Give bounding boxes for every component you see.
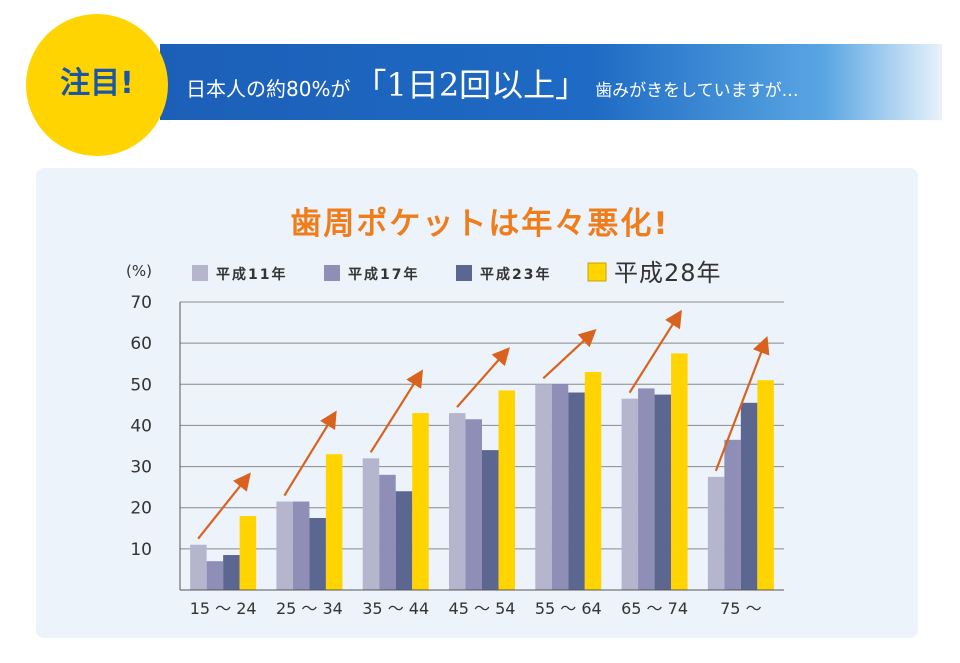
- trend-arrow: [714, 336, 770, 472]
- trend-arrow: [197, 472, 251, 540]
- bar: [535, 384, 552, 590]
- x-tick-label: 75 〜: [720, 599, 761, 618]
- trend-arrow: [283, 410, 337, 497]
- bar: [276, 501, 293, 590]
- badge-label: 注目!: [60, 66, 134, 101]
- legend-swatch: [192, 265, 208, 281]
- bar: [638, 388, 655, 590]
- bar: [568, 392, 585, 590]
- bar: [412, 413, 429, 590]
- y-tick-label: 70: [130, 293, 152, 313]
- bar: [757, 380, 774, 590]
- headline-prefix: 日本人の約80%が: [186, 77, 351, 101]
- trend-arrow: [456, 347, 510, 408]
- headline-suffix: 歯みがきをしていますが…: [595, 81, 799, 101]
- bar: [498, 390, 515, 590]
- y-tick-label: 20: [130, 499, 152, 519]
- y-axis-unit-label: (%): [126, 262, 152, 280]
- y-tick-label: 50: [130, 375, 152, 395]
- headline: 日本人の約80%が 「1日2回以上」 歯みがきをしていますが…: [186, 60, 799, 104]
- bar: [740, 402, 758, 590]
- bar: [223, 555, 240, 590]
- bar: [621, 398, 639, 590]
- trend-arrow: [628, 309, 682, 394]
- bar: [654, 394, 672, 590]
- y-tick-label: 40: [130, 416, 152, 436]
- bar: [724, 439, 741, 590]
- bar: [465, 419, 482, 590]
- bar: [325, 454, 343, 590]
- x-tick-label: 65 〜 74: [621, 599, 688, 618]
- bar: [584, 371, 602, 590]
- headline-emphasis: 「1日2回以上」: [354, 66, 588, 104]
- bar: [206, 561, 224, 590]
- legend-swatch: [324, 265, 340, 281]
- bar: [707, 476, 725, 590]
- bar: [190, 544, 207, 590]
- legend-label: 平成28年: [614, 259, 722, 287]
- bar: [449, 413, 466, 590]
- legend-swatch: [587, 262, 607, 282]
- x-tick-label: 25 〜 34: [276, 599, 343, 618]
- trend-arrow: [542, 328, 597, 380]
- bar: [362, 458, 380, 590]
- attention-badge: 注目!: [26, 14, 168, 156]
- bar: [309, 518, 326, 590]
- headline-banner: [160, 44, 942, 120]
- x-tick-label: 45 〜 54: [449, 599, 516, 618]
- legend-label: 平成17年: [348, 266, 419, 283]
- bar: [395, 491, 413, 590]
- bar: [671, 353, 688, 590]
- x-tick-label: 15 〜 24: [190, 599, 257, 618]
- bar: [379, 474, 396, 590]
- bar: [482, 450, 499, 590]
- x-tick-label: 55 〜 64: [535, 599, 602, 618]
- trend-arrow: [369, 369, 424, 453]
- y-tick-label: 60: [130, 334, 152, 354]
- bar: [551, 384, 569, 590]
- bar: [239, 515, 257, 590]
- bar: [292, 501, 310, 590]
- x-tick-label: 35 〜 44: [362, 599, 429, 618]
- chart-title: 歯周ポケットは年々悪化!: [290, 206, 670, 242]
- y-tick-label: 10: [130, 540, 152, 560]
- legend-label: 平成11年: [216, 266, 287, 283]
- legend-swatch: [456, 265, 472, 281]
- y-tick-label: 30: [130, 458, 152, 478]
- legend-label: 平成23年: [480, 266, 551, 283]
